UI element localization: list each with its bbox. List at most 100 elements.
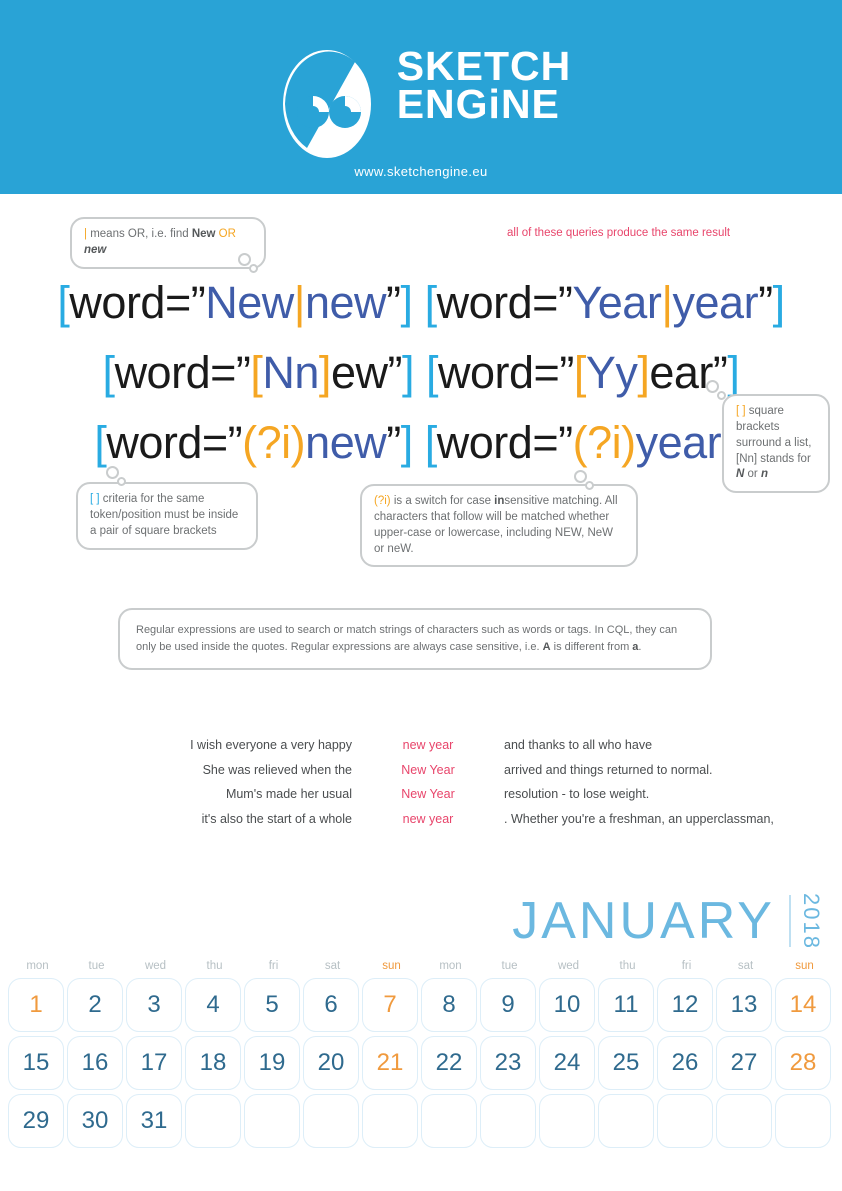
query-token: (?i) (242, 417, 306, 468)
calendar-weeks: 1 2 3 4 5 6 7 8 9 10 11 12 13 14 15 16 17 18 19 20 21 22 23 24 2… (8, 978, 834, 1148)
calendar-cell-empty (480, 1094, 536, 1148)
casei-part-2: sensitive matching. All characters that … (374, 495, 618, 555)
brand-line-2: ENGiNE (396, 80, 560, 127)
calendar-dow-fri-4: fri (268, 960, 279, 972)
calendar-cell-empty (244, 1094, 300, 1148)
calendar-cell-3[interactable]: 3 (126, 978, 182, 1032)
regex-bold-A: A (542, 641, 551, 654)
calendar-cell-9[interactable]: 9 (480, 978, 536, 1032)
calendar-cell-empty (362, 1094, 418, 1148)
concordance-keyword[interactable]: new year (402, 811, 454, 826)
query-token: new (304, 277, 387, 328)
criteria-text: criteria for the same token/position mus… (90, 493, 239, 537)
calendar-cell-20[interactable]: 20 (303, 1036, 359, 1090)
calendar-cell-17[interactable]: 17 (126, 1036, 182, 1090)
query-token: ” (387, 347, 402, 398)
calendar-cell-1[interactable]: 1 (8, 978, 64, 1032)
square-bracket-symbol: [ ] (736, 405, 746, 417)
query-token: [ (424, 277, 438, 328)
calendar-dow-row: mon tue wed thu fri sat sun mon tue wed thu fri sat s… (8, 960, 834, 978)
calendar-cell-12[interactable]: 12 (657, 978, 713, 1032)
square-right-text: square brackets surround a list, [Nn] st… (736, 405, 812, 465)
query-token: ] (318, 347, 332, 398)
concordance-right-context: and thanks to all who have (504, 738, 653, 752)
query-token: [ (424, 417, 438, 468)
query-token: [ (57, 277, 70, 328)
calendar-cell-30[interactable]: 30 (67, 1094, 123, 1148)
query-token: | (661, 277, 673, 328)
calendar-cell-10[interactable]: 10 (539, 978, 595, 1032)
calendar-cell-5[interactable]: 5 (244, 978, 300, 1032)
query-token: ew (330, 347, 388, 398)
query-token: ] (400, 417, 414, 468)
calendar-cell-21[interactable]: 21 (362, 1036, 418, 1090)
square-right-mid: or (744, 468, 761, 481)
concordance-list: I wish everyone a very happy new year and … (0, 738, 842, 836)
query-token: New (205, 277, 294, 328)
sketch-engine-quote-logo-icon (282, 50, 371, 158)
calendar-cell-8[interactable]: 8 (421, 978, 477, 1032)
calendar-cell-empty (657, 1094, 713, 1148)
page-header: SKETCH ENGiNE www.sketchengine.eu (0, 0, 842, 194)
calendar-dow-fri-11: fri (681, 960, 692, 972)
calendar-cell-23[interactable]: 23 (480, 1036, 536, 1090)
calendar-cell-15[interactable]: 15 (8, 1036, 64, 1090)
concordance-left-context: She was relieved when the (202, 762, 352, 777)
query-token: ] (772, 277, 786, 328)
square-right-bold-n: n (760, 468, 768, 481)
calendar-cell-2[interactable]: 2 (67, 978, 123, 1032)
calendar-cell-28[interactable]: 28 (775, 1036, 831, 1090)
calendar-cell-24[interactable]: 24 (539, 1036, 595, 1090)
calendar-cell-27[interactable]: 27 (716, 1036, 772, 1090)
query-line-3: [word=”(?i)new”] [word=”(?i)year”] (0, 408, 842, 478)
calendar-cell-empty (421, 1094, 477, 1148)
query-token: word=” (436, 277, 573, 328)
concordance-right-context: arrived and things returned to normal. (504, 762, 713, 777)
query-token: word=” (438, 347, 574, 398)
calendar-dow-mon-0: mon (26, 960, 49, 972)
calendar-cell-4[interactable]: 4 (185, 978, 241, 1032)
calendar-cell-31[interactable]: 31 (126, 1094, 182, 1148)
concordance-right-context: . Whether you're a freshman, an uppercla… (504, 811, 774, 826)
calendar-cell-25[interactable]: 25 (598, 1036, 654, 1090)
query-token (414, 347, 426, 398)
query-line-2: [word=”[Nn]ew”] [word=”[Yy]ear”] (0, 338, 842, 408)
calendar-dow-thu-10: thu (619, 960, 636, 972)
callout-case-insensitive-switch: (?i) is a switch for case insensitive ma… (360, 470, 638, 568)
calendar-cell-11[interactable]: 11 (598, 978, 654, 1032)
query-token: [ (250, 347, 263, 398)
concordance-keyword[interactable]: New Year (401, 762, 455, 777)
calendar-cell-19[interactable]: 19 (244, 1036, 300, 1090)
square-right-bold-N: N (736, 468, 745, 481)
calendar-title: JANUARY 2018 (512, 892, 824, 951)
concordance-keyword[interactable]: New Year (401, 787, 455, 801)
calendar-cell-16[interactable]: 16 (67, 1036, 123, 1090)
calendar-cell-14[interactable]: 14 (775, 978, 831, 1032)
calendar-month-label: JANUARY (512, 892, 775, 951)
query-token: ” (758, 277, 773, 328)
calendar-cell-22[interactable]: 22 (421, 1036, 477, 1090)
brand-line-1: SKETCH (396, 43, 572, 89)
query-token: ] (401, 347, 415, 398)
calendar-dow-thu-3: thu (206, 960, 223, 972)
calendar-cell-6[interactable]: 6 (303, 978, 359, 1032)
calendar-cell-13[interactable]: 13 (716, 978, 772, 1032)
calendar-dow-wed-9: wed (557, 960, 580, 972)
calendar-cell-empty (775, 1094, 831, 1148)
calendar-cell-26[interactable]: 26 (657, 1036, 713, 1090)
calendar-cell-18[interactable]: 18 (185, 1036, 241, 1090)
calendar-cell-empty (598, 1094, 654, 1148)
calendar-dow-sun-6: sun (382, 960, 401, 972)
query-token: ] (727, 347, 740, 398)
callout-criteria-same-token: [ ] criteria for the same token/position… (76, 466, 258, 550)
query-token: ear (649, 347, 713, 398)
calendar-cell-29[interactable]: 29 (8, 1094, 64, 1148)
calendar-grid: mon tue wed thu fri sat sun mon tue wed thu fri sat s… (8, 960, 834, 1152)
calendar-cell-7[interactable]: 7 (362, 978, 418, 1032)
concordance-row: She was relieved when the New Year arrived… (0, 763, 842, 788)
calendar-dow-tue-1: tue (88, 960, 105, 972)
concordance-keyword[interactable]: new year (402, 738, 454, 752)
concordance-row: I wish everyone a very happy new year and … (0, 738, 842, 763)
query-token: | (293, 277, 306, 328)
callout-regex-info: Regular expressions are used to search o… (118, 608, 712, 671)
